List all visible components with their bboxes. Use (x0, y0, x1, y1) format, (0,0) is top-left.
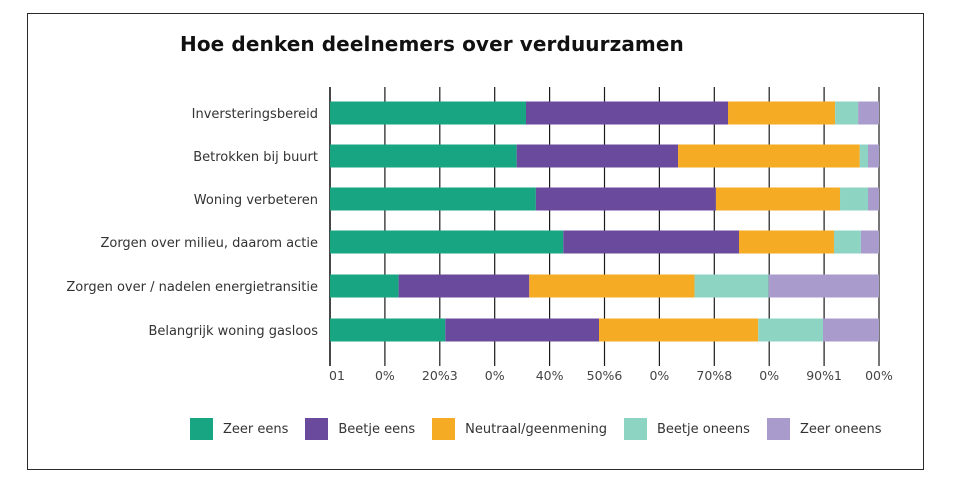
legend-label: Zeer eens (223, 421, 289, 437)
x-tick-label: 0% (759, 368, 779, 383)
x-tick-label: 70%8 (696, 368, 732, 383)
category-label: Betrokken bij buurt (193, 150, 318, 165)
bar-segment-beetje-oneens (833, 230, 861, 254)
bar-segment-beetje-oneens (694, 274, 769, 298)
chart-title: Hoe denken deelnemers over verduurzamen (180, 32, 684, 56)
category-label: Woning verbeteren (194, 193, 318, 208)
bar-segment-zeer-oneens (768, 274, 879, 298)
bar-segment-zeer-eens (330, 230, 564, 254)
bar-segment-beetje-eens (398, 274, 530, 298)
bar-segment-neutraal-geenmening (728, 101, 836, 125)
legend-label: Zeer oneens (799, 421, 882, 437)
bar-segment-zeer-oneens (868, 144, 879, 168)
legend-swatch (305, 418, 329, 440)
category-label: Zorgen over milieu, daarom actie (100, 236, 318, 251)
bar-segment-beetje-oneens (840, 187, 869, 211)
legend-item: Beetje eens (305, 418, 415, 440)
legend-item: Zeer eens (190, 418, 288, 440)
x-tick-label: 90%1 (806, 368, 842, 383)
bar-segment-zeer-oneens (860, 230, 879, 254)
bar-segment-zeer-eens (330, 101, 526, 125)
legend-swatch (766, 418, 790, 440)
x-tick-label: 0% (375, 368, 395, 383)
bar-segment-beetje-eens (563, 230, 740, 254)
bar-segment-zeer-eens (330, 187, 536, 211)
bar-segment-beetje-eens (445, 318, 600, 342)
bar-segment-zeer-oneens (858, 101, 879, 125)
legend-item: Neutraal/geenmening (432, 418, 607, 440)
x-tick-label: 0% (485, 368, 505, 383)
category-label: Belangrijk woning gasloos (148, 324, 318, 339)
category-label: Zorgen over / nadelen energietransitie (66, 280, 318, 295)
legend-label: Beetje oneens (656, 421, 750, 437)
bar-segment-beetje-eens (516, 144, 679, 168)
bar-segment-beetje-eens (535, 187, 716, 211)
legend-swatch (432, 418, 456, 440)
x-tick-label: 40% (536, 368, 564, 383)
bar-segment-neutraal-geenmening (678, 144, 860, 168)
legend-item: Zeer oneens (766, 418, 882, 440)
legend-label: Beetje eens (338, 421, 416, 437)
x-tick-label: 0% (649, 368, 669, 383)
x-tick-label: 00% (865, 368, 893, 383)
bar-segment-beetje-oneens (835, 101, 859, 125)
bar-segment-beetje-eens (525, 101, 729, 125)
legend-swatch (623, 418, 647, 440)
bar-segment-zeer-eens (330, 144, 517, 168)
bar-segment-zeer-oneens (823, 318, 879, 342)
x-tick-label: 20%3 (422, 368, 458, 383)
bar-segment-zeer-eens (330, 274, 399, 298)
bar-segment-beetje-oneens (758, 318, 824, 342)
bar-segment-zeer-eens (330, 318, 446, 342)
bar-segment-zeer-oneens (868, 187, 879, 211)
legend: Zeer eens Beetje eens Neutraal/geenmening B… (190, 418, 899, 440)
bar-segment-neutraal-geenmening (715, 187, 841, 211)
legend-swatch (190, 418, 213, 440)
category-label: Inversteringsbereid (192, 107, 318, 122)
x-tick-label: 50%6 (587, 368, 623, 383)
x-tick-label: 01 (329, 368, 345, 383)
bar-segment-beetje-oneens (859, 144, 869, 168)
bar-segment-neutraal-geenmening (529, 274, 695, 298)
bar-segment-neutraal-geenmening (599, 318, 759, 342)
bar-segment-neutraal-geenmening (739, 230, 834, 254)
legend-item: Beetje oneens (623, 418, 750, 440)
legend-label: Neutraal/geenmening (465, 421, 607, 437)
